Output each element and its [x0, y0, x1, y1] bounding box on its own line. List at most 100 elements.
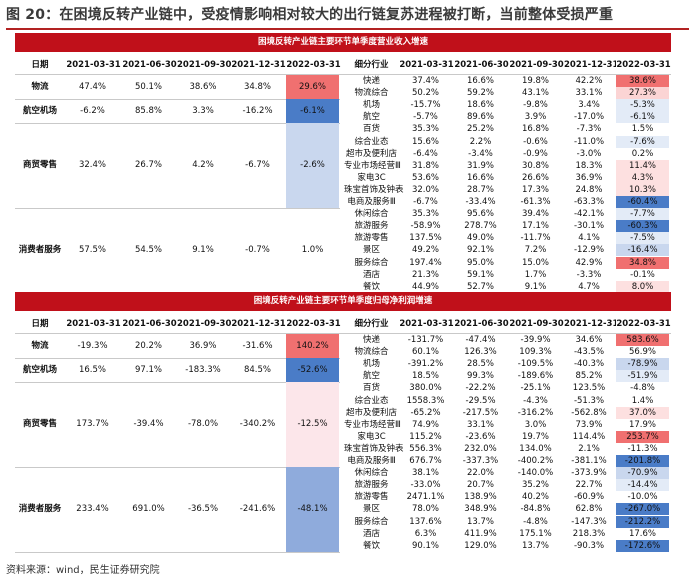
- industry-label: 航空机场: [22, 106, 57, 117]
- table-cell: -6.4%: [413, 148, 438, 159]
- table-cell: 1.4%: [631, 395, 654, 406]
- table-cell: -189.6%: [517, 371, 554, 382]
- table-cell: 7.2%: [524, 245, 547, 256]
- table-cell: -9.8%: [523, 100, 548, 111]
- table-cell: 35.2%: [521, 480, 549, 491]
- industry-label: 商贸零售: [22, 419, 57, 430]
- period-header: 2022-03-31: [616, 315, 671, 333]
- sub-industry-label: 服务综合: [354, 516, 389, 527]
- table-cell: -0.1%: [630, 269, 655, 280]
- industry-label: 消费者服务: [18, 504, 62, 515]
- table-cell: 556.3%: [409, 443, 442, 454]
- table-cell: 35.3%: [411, 124, 439, 135]
- table-cell: -63.3%: [573, 197, 605, 207]
- table-cell: 25.2%: [466, 124, 494, 135]
- table-cell: -337.3%: [462, 456, 499, 466]
- table-cell: -42.1%: [573, 209, 605, 220]
- table-cell: 9.1%: [524, 281, 547, 292]
- sub-industry-label: 超市及便利店: [345, 148, 397, 159]
- row-divider: [15, 467, 340, 469]
- table-cell: 691.0%: [132, 504, 165, 515]
- sub-industry-label: 餐饮: [362, 281, 380, 292]
- table-cell: 53.6%: [411, 172, 439, 183]
- table-cell: 40.2%: [521, 492, 549, 503]
- figure-title: 图 20：在困境反转产业链中，受疫情影响相对较大的出行链复苏进程被打断，当前整体…: [6, 7, 614, 23]
- period-header: 2021-03-31: [399, 56, 454, 74]
- table-cell: 1.0%: [301, 245, 324, 256]
- period-header: 2021-06-30: [454, 315, 509, 333]
- table-cell: 34.8%: [243, 82, 271, 92]
- table-cell: 59.1%: [466, 269, 494, 280]
- table-cell: 42.2%: [575, 76, 603, 86]
- table-cell: 233.4%: [76, 504, 109, 515]
- table-cell: 16.6%: [466, 76, 494, 86]
- table-cell: 56.9%: [628, 347, 656, 358]
- table-cell: 138.9%: [464, 492, 497, 503]
- table-cell: 24.8%: [575, 184, 603, 195]
- table-cell: 37.4%: [411, 76, 439, 86]
- table-cell: 59.2%: [466, 88, 494, 99]
- table-cell: -29.5%: [465, 395, 496, 406]
- table-cell: 197.4%: [409, 257, 442, 268]
- table-cell: 54.5%: [134, 245, 162, 256]
- table-cell: 16.8%: [521, 124, 549, 135]
- table-cell: -10.0%: [627, 492, 658, 503]
- table-cell: -84.8%: [520, 504, 551, 515]
- sub-industry-label: 休闲综合: [354, 468, 389, 479]
- table-cell: 95.6%: [466, 209, 494, 220]
- table-cell: 18.6%: [466, 100, 494, 111]
- table-cell: 4.3%: [616, 171, 669, 184]
- table-cell: -65.2%: [410, 407, 441, 418]
- sub-industry-label: 电商及服务Ⅲ: [347, 197, 396, 207]
- table-cell: 109.3%: [519, 347, 552, 358]
- table-cell: -58.9%: [410, 221, 441, 232]
- table-cell: 74.9%: [411, 419, 439, 430]
- table-cell: 6.3%: [414, 528, 437, 539]
- table-cell: 17.9%: [628, 419, 656, 430]
- table-cell: -147.3%: [571, 516, 607, 527]
- industry-label: 商贸零售: [22, 160, 57, 171]
- table-cell: 16.6%: [466, 172, 494, 183]
- header-divider: [15, 74, 671, 75]
- table-cell: 4.2%: [192, 160, 214, 171]
- table-cell: 95.0%: [466, 257, 494, 268]
- table-cell: -183.3%: [185, 365, 221, 376]
- row-divider: [15, 382, 340, 384]
- table-cell: 78.0%: [411, 504, 439, 515]
- sub-industry-label: 家电3C: [357, 431, 386, 442]
- sub-industry-label: 景区: [362, 245, 380, 256]
- table-cell: 583.6%: [616, 334, 669, 347]
- sub-industry-label: 休闲综合: [354, 209, 389, 220]
- table-cell: -140.0%: [517, 468, 554, 479]
- table-cell: 26.7%: [134, 160, 162, 171]
- table-cell: 16.5%: [78, 365, 106, 376]
- table-cell: -6.7%: [413, 197, 438, 207]
- sub-industry-label: 综合业态: [354, 395, 389, 406]
- table-cell: 126.3%: [464, 347, 497, 358]
- table-cell: -19.3%: [77, 341, 108, 351]
- table-cell: 31.8%: [411, 160, 439, 171]
- table-cell: -47.4%: [465, 335, 496, 345]
- table-cell: -70.9%: [616, 467, 669, 480]
- table-cell: 2.1%: [578, 443, 600, 454]
- industry-label: 航空机场: [22, 365, 57, 376]
- period-header: 2022-03-31: [286, 315, 341, 333]
- table-cell: 33.1%: [575, 88, 603, 99]
- table-cell: 140.2%: [286, 334, 339, 359]
- table-cell: 49.2%: [411, 245, 439, 256]
- sub-industry-label: 机场: [362, 359, 380, 370]
- table-cell: 13.7%: [521, 540, 549, 551]
- sub-industry-label: 服务综合: [354, 257, 389, 268]
- table-cell: -3.3%: [576, 269, 602, 280]
- sub-industry-label: 快递: [362, 76, 380, 86]
- table-cell: 4.1%: [578, 233, 600, 244]
- sub-industry-label: 旅游零售: [354, 492, 389, 503]
- sub-industry-header: 细分行业: [344, 56, 399, 74]
- table-cell: -61.3%: [520, 197, 551, 207]
- period-header: 2021-09-30: [177, 315, 231, 333]
- table-cell: -131.7%: [407, 335, 444, 345]
- table-cell: 36.9%: [189, 341, 217, 351]
- table-cell: 278.7%: [464, 221, 497, 232]
- table-cell: 21.3%: [411, 269, 439, 280]
- period-header: 2021-09-30: [177, 56, 231, 74]
